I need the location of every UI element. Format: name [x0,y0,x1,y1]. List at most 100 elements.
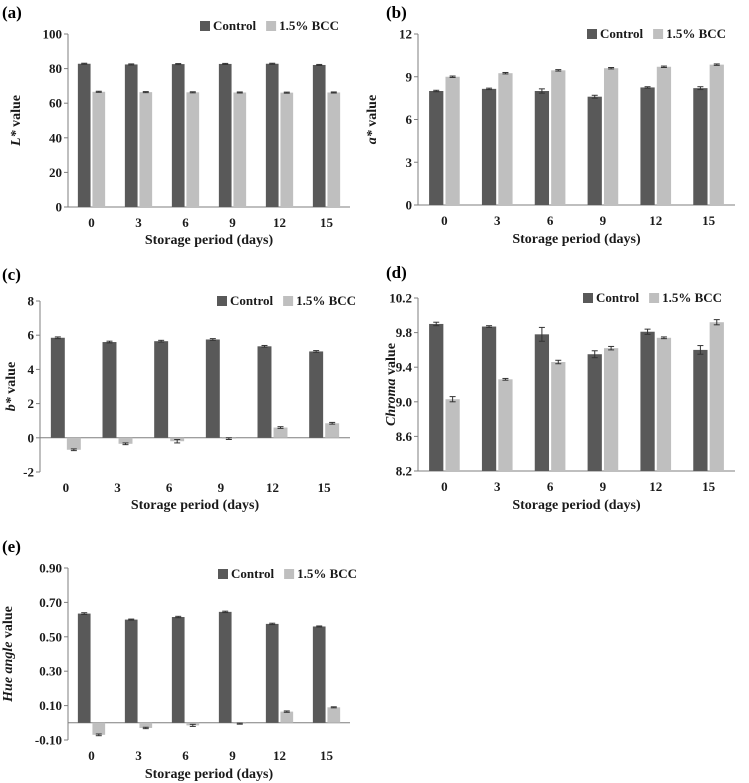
legend-swatch-bcc [653,29,664,39]
legend-label-control: Control [230,293,273,308]
y-tick-label: 100 [43,27,63,42]
bar-bcc-day-15 [327,707,341,723]
bar-bcc-day-12 [656,66,672,206]
y-tick-label: 0.70 [39,595,62,610]
y-axis-title-italic: b* [4,396,19,411]
y-tick-label: 80 [49,61,62,76]
bar-bcc-day-3 [118,437,133,444]
bar-control-day-0 [50,337,65,438]
y-axis-title: Hue angle value [1,606,16,703]
y-axis-title-rest: value [365,95,380,130]
x-axis-title: Storage period (days) [512,498,641,513]
bar-control-day-9 [218,611,232,723]
legend-label-control: Control [600,26,643,41]
bar-control-day-15 [312,626,326,723]
bar-bcc-day-15 [709,322,724,471]
bar-control-day-6 [154,341,169,438]
bar-bcc-day-0 [445,76,460,205]
bar-bcc-day-6 [186,92,200,207]
y-tick-label: -2 [23,465,34,480]
bar-bcc-day-9 [233,92,247,207]
x-tick-label: 0 [88,748,95,763]
y-tick-label: 9.0 [396,394,412,409]
y-tick-label: 20 [49,165,62,180]
bar-bcc-day-9 [603,68,619,205]
x-axis-title: Storage period (days) [512,232,641,247]
legend-swatch-control [218,569,228,579]
x-tick-label: 15 [318,480,332,495]
bar-control-day-6 [171,64,185,208]
x-tick-label: 9 [600,479,607,494]
panel-label: (e) [2,537,21,556]
x-tick-label: 15 [702,213,716,228]
x-tick-label: 9 [229,748,236,763]
y-tick-label: 8.6 [396,429,413,444]
legend-swatch-bcc [649,293,660,303]
x-tick-label: 6 [182,215,189,230]
x-tick-label: 6 [166,480,173,495]
legend-label-bcc: 1.5% BCC [296,293,356,308]
bar-bcc-day-6 [551,70,566,206]
y-tick-label: 0.50 [39,629,62,644]
chart-panel-4: (d) 8.2 8.6 9.0 9.4 9.8 10.2 0 3 6 9 12 15 Storage pe… [384,263,735,513]
y-axis-title-italic: Hue angle [1,642,16,703]
x-tick-label: 15 [320,215,334,230]
x-tick-label: 6 [547,213,554,228]
bar-bcc-day-6 [551,362,566,471]
bar-control-day-3 [124,619,138,723]
x-tick-label: 12 [649,479,662,494]
bar-bcc-day-3 [498,73,513,205]
bar-control-day-0 [77,613,91,723]
y-axis-title: Chroma value [384,343,399,426]
legend-swatch-bcc [283,296,294,306]
x-tick-label: 6 [182,748,189,763]
legend-swatch-control [217,296,227,306]
y-axis-title-rest: value [384,343,399,378]
legend-swatch-control [200,21,210,31]
chart-panel-1: (a) 0 20 40 60 80 100 0 3 6 9 12 15 Storage period (d… [2,3,350,248]
x-axis-title: Storage period (days) [145,767,274,782]
x-tick-label: 3 [494,213,501,228]
bar-control-day-0 [429,91,444,205]
bar-control-day-6 [534,91,550,205]
x-tick-label: 12 [649,213,662,228]
legend-label-control: Control [596,290,639,305]
bar-bcc-day-0 [92,91,106,207]
y-axis-title-italic: a* [365,129,380,144]
bar-control-day-6 [171,617,185,723]
legend-label-bcc: 1.5% BCC [297,566,357,581]
bar-bcc-day-12 [280,711,294,723]
x-tick-label: 3 [494,479,501,494]
x-tick-label: 9 [218,480,225,495]
y-tick-label: 9.8 [396,325,413,340]
bar-bcc-day-15 [325,423,340,438]
bar-bcc-day-0 [92,722,106,735]
y-tick-label: 8 [28,294,35,309]
y-tick-label: 0 [406,198,413,213]
y-tick-label: 40 [49,130,62,145]
bar-bcc-day-15 [709,64,724,205]
bar-bcc-day-3 [498,379,513,471]
bar-control-day-12 [640,331,655,471]
bar-control-day-15 [693,88,708,205]
legend-swatch-control [587,29,597,39]
y-tick-label: 0 [28,430,35,445]
bar-control-day-3 [102,342,117,438]
bar-control-day-15 [693,349,708,471]
y-tick-label: 2 [28,396,35,411]
legend-label-control: Control [231,566,274,581]
y-axis-title-rest: value [9,95,24,130]
x-tick-label: 12 [273,215,286,230]
legend-swatch-bcc [284,569,295,579]
panel-label: (b) [386,3,407,22]
x-tick-label: 3 [135,748,142,763]
x-tick-label: 0 [441,213,448,228]
y-tick-label: 3 [406,155,413,170]
y-tick-label: 9 [406,69,413,84]
panel-label: (c) [2,265,21,284]
y-tick-label: 4 [28,362,35,377]
bar-control-day-9 [587,354,602,471]
legend-swatch-control [583,293,593,303]
x-axis-title: Storage period (days) [131,498,260,513]
